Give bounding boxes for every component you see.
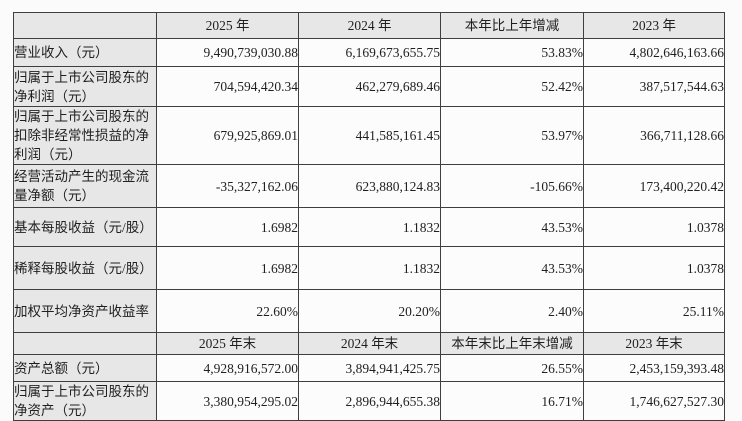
cell-value: 1.0378: [583, 207, 725, 247]
cell-value: 16.71%: [440, 381, 584, 421]
table-row-net-assets: 归属于上市公司股东的净资产（元） 3,380,954,295.02 2,896,…: [13, 381, 725, 421]
col-header-2024-end: 2024 年末: [298, 332, 441, 355]
cell-value: 1.6982: [156, 207, 299, 247]
cell-value: 1.1832: [298, 207, 441, 247]
cell-value: 52.42%: [440, 66, 584, 107]
cell-value: 462,279,689.46: [298, 66, 441, 107]
col-header-2025-end: 2025 年末: [156, 332, 299, 355]
cell-value: 1,746,627,527.30: [583, 381, 725, 421]
table-row-net-profit-excl-nonrecurring: 归属于上市公司股东的扣除非经常性损益的净利润（元） 679,925,869.01…: [13, 106, 725, 165]
cell-value: 623,880,124.83: [298, 164, 441, 208]
cell-value: 53.83%: [440, 38, 584, 67]
header-empty-cell: [13, 332, 157, 355]
row-label: 归属于上市公司股东的净资产（元）: [13, 381, 157, 421]
cell-value: 3,894,941,425.75: [298, 354, 441, 382]
col-header-yoy-change: 本年比上年增减: [440, 12, 584, 39]
cell-value: 4,802,646,163.66: [583, 38, 725, 67]
cell-value: 43.53%: [440, 246, 584, 290]
cell-value: 2,453,159,393.48: [583, 354, 725, 382]
table-row-total-assets: 资产总额（元） 4,928,916,572.00 3,894,941,425.7…: [13, 354, 725, 382]
cell-value: 1.1832: [298, 246, 441, 290]
table-row-diluted-eps: 稀释每股收益（元/股） 1.6982 1.1832 43.53% 1.0378: [13, 246, 725, 290]
table-row-revenue: 营业收入（元） 9,490,739,030.88 6,169,673,655.7…: [13, 38, 725, 67]
cell-value: 366,711,128.66: [583, 106, 725, 165]
row-label: 归属于上市公司股东的扣除非经常性损益的净利润（元）: [13, 106, 157, 165]
table-row-weighted-avg-roe: 加权平均净资产收益率 22.60% 20.20% 2.40% 25.11%: [13, 289, 725, 333]
cell-value: 22.60%: [156, 289, 299, 333]
cell-value: -105.66%: [440, 164, 584, 208]
cell-value: 26.55%: [440, 354, 584, 382]
col-header-2025: 2025 年: [156, 12, 299, 39]
cell-value: 173,400,220.42: [583, 164, 725, 208]
cell-value: 9,490,739,030.88: [156, 38, 299, 67]
cell-value: 20.20%: [298, 289, 441, 333]
cell-value: 387,517,544.63: [583, 66, 725, 107]
row-label: 基本每股收益（元/股）: [13, 207, 157, 247]
row-label: 稀释每股收益（元/股）: [13, 246, 157, 290]
cell-value: 2.40%: [440, 289, 584, 333]
row-label: 经营活动产生的现金流量净额（元）: [13, 164, 157, 208]
col-header-2023: 2023 年: [583, 12, 725, 39]
cell-value: 25.11%: [583, 289, 725, 333]
cell-value: 1.6982: [156, 246, 299, 290]
row-label: 资产总额（元）: [13, 354, 157, 382]
table-row-basic-eps: 基本每股收益（元/股） 1.6982 1.1832 43.53% 1.0378: [13, 207, 725, 247]
cell-value: 704,594,420.34: [156, 66, 299, 107]
row-label: 营业收入（元）: [13, 38, 157, 67]
cell-value: 4,928,916,572.00: [156, 354, 299, 382]
cell-value: 2,896,944,655.38: [298, 381, 441, 421]
cell-value: 53.97%: [440, 106, 584, 165]
cell-value: 43.53%: [440, 207, 584, 247]
cell-value: -35,327,162.06: [156, 164, 299, 208]
cell-value: 441,585,161.45: [298, 106, 441, 165]
row-label: 加权平均净资产收益率: [13, 289, 157, 333]
financial-summary-table: 2025 年 2024 年 本年比上年增减 2023 年 营业收入（元） 9,4…: [13, 12, 725, 421]
table-row-operating-cash-flow: 经营活动产生的现金流量净额（元） -35,327,162.06 623,880,…: [13, 164, 725, 208]
table-row-net-profit: 归属于上市公司股东的净利润（元） 704,594,420.34 462,279,…: [13, 66, 725, 107]
header-empty-cell: [13, 12, 157, 39]
col-header-year-end-change: 本年末比上年末增减: [440, 332, 584, 355]
col-header-2024: 2024 年: [298, 12, 441, 39]
cell-value: 679,925,869.01: [156, 106, 299, 165]
row-label: 归属于上市公司股东的净利润（元）: [13, 66, 157, 107]
col-header-2023-end: 2023 年末: [583, 332, 725, 355]
cell-value: 6,169,673,655.75: [298, 38, 441, 67]
cell-value: 3,380,954,295.02: [156, 381, 299, 421]
header-row-annual: 2025 年 2024 年 本年比上年增减 2023 年: [13, 12, 725, 39]
header-row-year-end: 2025 年末 2024 年末 本年末比上年末增减 2023 年末: [13, 332, 725, 355]
cell-value: 1.0378: [583, 246, 725, 290]
